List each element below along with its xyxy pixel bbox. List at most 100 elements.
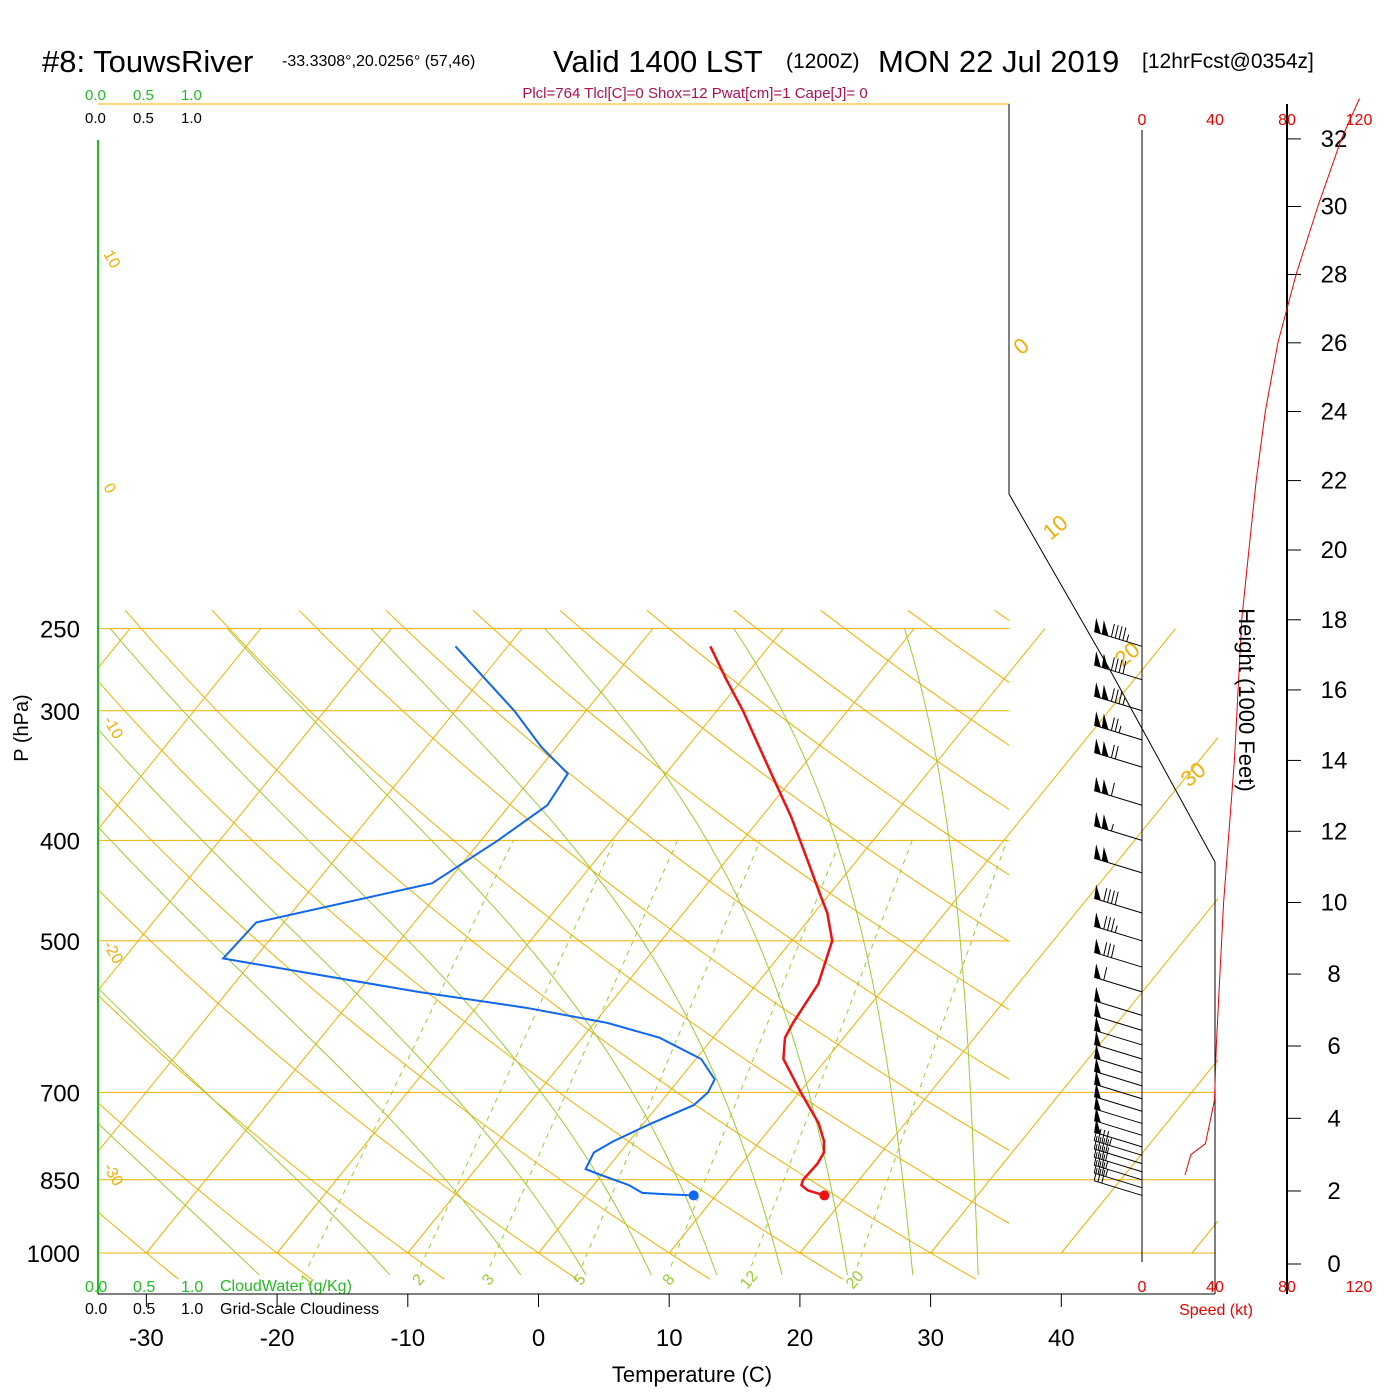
pressure-tick-label: 850 [40, 1168, 80, 1195]
barb-full [1114, 891, 1119, 905]
temp-tick-label: 0 [532, 1325, 545, 1352]
barb-half [1105, 1161, 1109, 1169]
temp-tick-label: 20 [787, 1325, 814, 1352]
barb-full [1114, 689, 1119, 703]
wind-barb [1094, 963, 1143, 993]
moist-adiabat [98, 987, 391, 1276]
barb-full [1110, 944, 1115, 958]
height-tick-label: 14 [1321, 747, 1348, 774]
isotherm-line [98, 628, 262, 830]
barb-flag [1101, 713, 1109, 730]
cloudwater-tick: 1.0 [181, 1279, 203, 1296]
barb-full [1097, 1145, 1102, 1159]
barb-full [1093, 1135, 1098, 1150]
barb-shaft [1094, 1015, 1143, 1031]
height-tick-label: 16 [1321, 677, 1348, 704]
barb-full [1105, 1147, 1110, 1161]
barb-full [1101, 1129, 1106, 1144]
mixing-ratio-line [420, 840, 616, 1267]
barb-full [1110, 744, 1115, 758]
barb-shaft [1094, 1057, 1143, 1074]
barb-shaft [1094, 1070, 1143, 1087]
barb-full [1122, 627, 1127, 641]
wind-barb [1093, 1135, 1143, 1165]
barb-flag [1101, 778, 1109, 795]
height-tick-label: 0 [1327, 1251, 1340, 1278]
barb-full [1114, 718, 1119, 732]
temp-tick-label: 10 [656, 1325, 683, 1352]
barb-flag [1094, 738, 1101, 755]
isobar-lines [98, 628, 1215, 1254]
height-tick-label: 24 [1321, 399, 1348, 426]
wind-barb [1094, 1044, 1143, 1074]
barb-full [1097, 1137, 1102, 1151]
wind-barb [1094, 986, 1143, 1016]
barb-flag [1101, 814, 1109, 831]
barb-half [1110, 823, 1114, 832]
zulu-time: (1200Z) [786, 50, 860, 73]
isotherm-line [1060, 1058, 1218, 1254]
wind-barb [1094, 1030, 1143, 1060]
barb-flag [1094, 1082, 1101, 1099]
isotherm-line [146, 628, 654, 1254]
station-title: #8: TouwsRiver [42, 44, 253, 79]
cloudiness-tick: 1.0 [181, 110, 202, 127]
isotherm-line [538, 628, 1046, 1254]
dry-adiabat [98, 994, 445, 1280]
barb-shaft [1094, 1140, 1143, 1156]
cloudiness-tick: 0.0 [85, 110, 106, 127]
cloudwater-tick: 0.5 [133, 87, 154, 104]
barb-flag [1101, 653, 1109, 670]
dry-adiabat [98, 680, 844, 1280]
barb-full [1114, 745, 1119, 760]
wind-barb [1094, 938, 1143, 968]
dry-adiabat [1342, 610, 1400, 1279]
barb-flag [1094, 1016, 1101, 1033]
cloud-water-scale-top: 0.0 0.5 1.0 0.0 0.5 1.0 [85, 87, 202, 127]
cloudwater-tick: 0.0 [85, 1279, 107, 1296]
speed-axis-label: Speed (kt) [1179, 1302, 1253, 1319]
cloudiness-legend-label: Grid-Scale Cloudiness [220, 1301, 379, 1318]
cloudwater-tick: 1.0 [181, 87, 202, 104]
barb-flag [1094, 1001, 1101, 1018]
wind-barb [1094, 651, 1143, 681]
barb-flag [1094, 1057, 1101, 1074]
isotherm-line [98, 628, 523, 1153]
height-axis-label: Height (1000 Feet) [1234, 608, 1259, 791]
height-tick-label: 4 [1327, 1105, 1340, 1132]
isotherm-line [276, 628, 784, 1254]
barb-flag [1094, 711, 1101, 728]
isotherm-line [98, 628, 392, 992]
barb-full [1103, 967, 1108, 981]
barb-flag [1094, 1118, 1101, 1135]
moist-adiabat [110, 628, 652, 1276]
height-tick-label: 26 [1321, 330, 1348, 357]
barb-full [1110, 782, 1115, 796]
barb-half [1114, 925, 1118, 933]
wind-barb [1093, 1152, 1143, 1181]
barb-shaft [1094, 1096, 1143, 1112]
barb-full [1093, 1152, 1098, 1166]
barb-shaft [1094, 790, 1143, 806]
wind-barb [1094, 844, 1143, 874]
barb-shaft [1094, 1131, 1143, 1148]
barb-shaft [1094, 1156, 1143, 1173]
barb-shaft [1094, 1120, 1143, 1136]
height-tick-label: 18 [1321, 607, 1348, 634]
barb-flag [1101, 684, 1109, 701]
isotherm-label: -30 [100, 1161, 126, 1190]
barb-shaft [1094, 752, 1143, 768]
isotherm-label: 10 [100, 248, 124, 272]
moist-adiabat [98, 826, 522, 1276]
height-tick-label: 28 [1321, 261, 1348, 288]
dry-adiabat [211, 609, 1009, 1224]
barb-flag [1101, 740, 1109, 757]
mixing-ratio-line [307, 840, 514, 1267]
dry-adiabat-lines [98, 609, 1400, 1280]
barb-full [1105, 1139, 1110, 1153]
valid-date: MON 22 Jul 2019 [878, 44, 1119, 79]
barb-shaft [1094, 664, 1143, 681]
wind-barb [1094, 1016, 1143, 1046]
y-axis-label: P (hPa) [11, 694, 33, 761]
barb-shaft [1094, 1108, 1143, 1124]
